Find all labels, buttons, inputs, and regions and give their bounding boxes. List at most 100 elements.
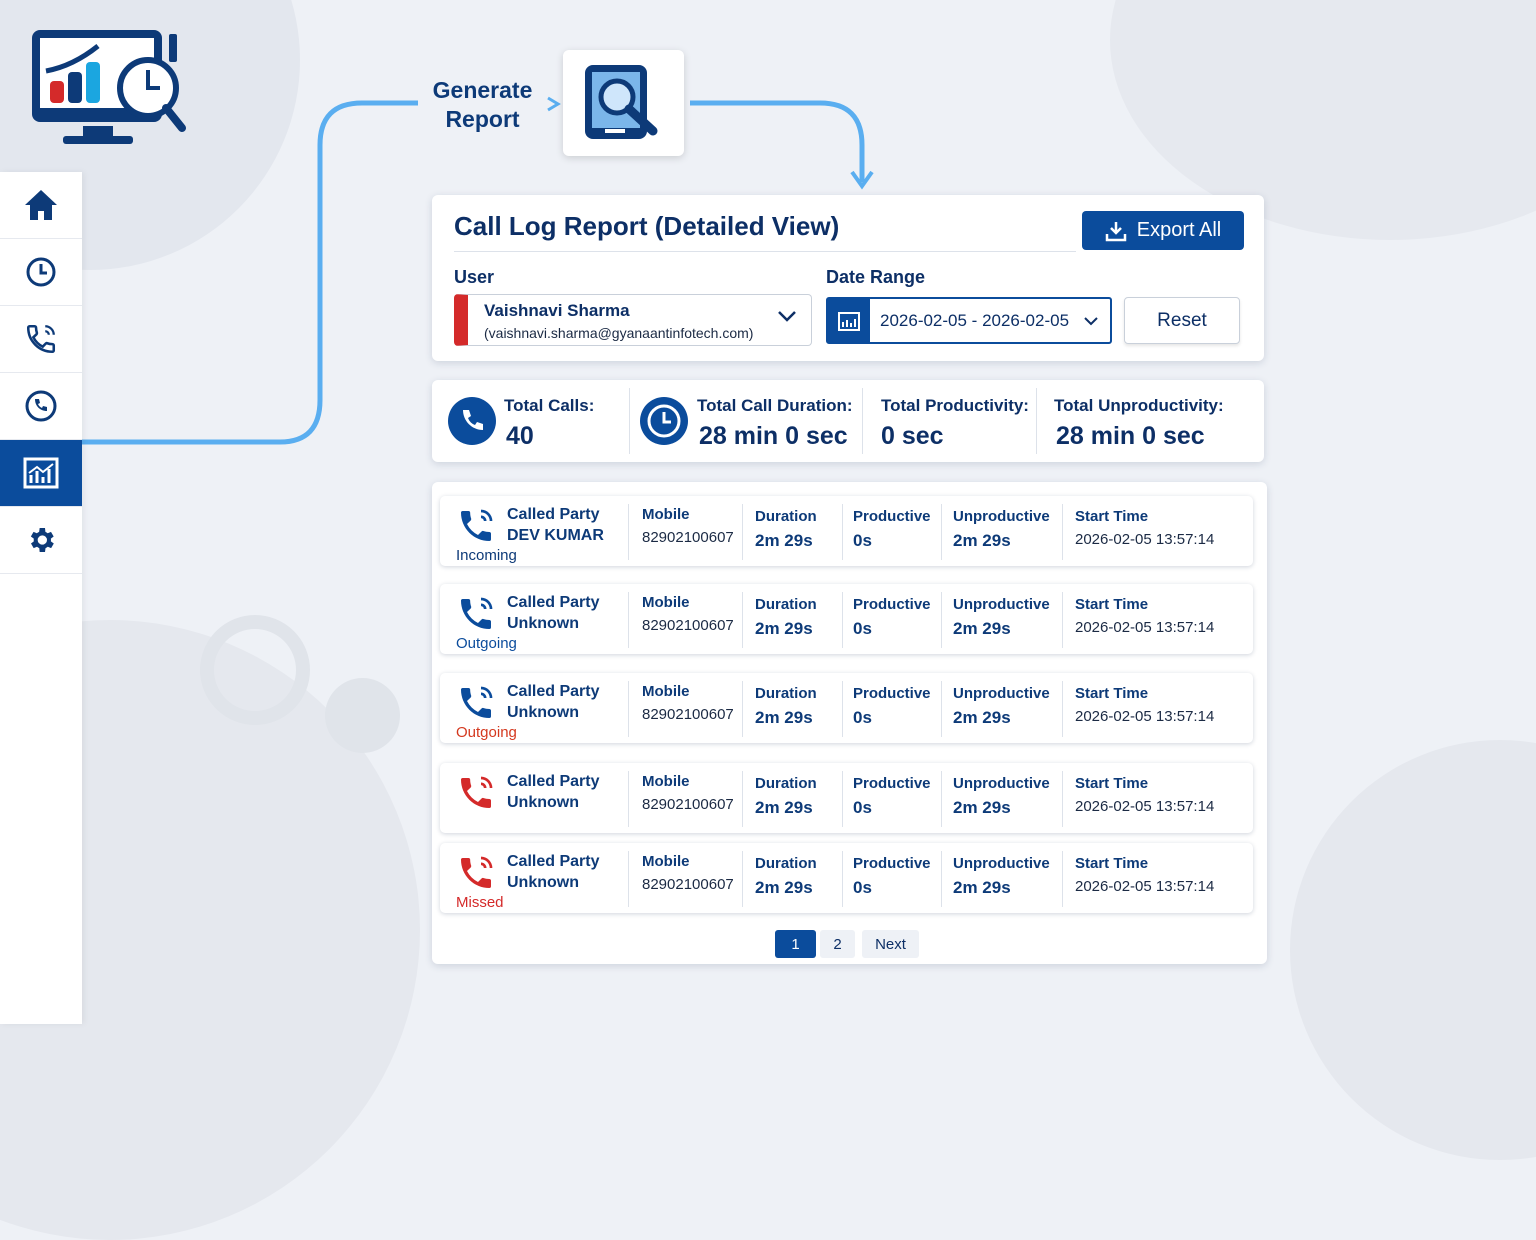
phone-call-icon xyxy=(461,597,493,629)
stats-card: Total Calls: 40 Total Call Duration: 28 mi… xyxy=(432,380,1264,462)
called-party-name: Unknown xyxy=(507,704,579,721)
call-type: Incoming xyxy=(456,547,517,564)
phone-call-icon xyxy=(461,686,493,718)
unproductive-label: Unproductive xyxy=(953,775,1050,792)
phone-icon xyxy=(448,397,496,445)
export-all-label: Export All xyxy=(1136,219,1222,241)
unproductive-label: Unproductive xyxy=(953,685,1050,702)
report-header-card: Call Log Report (Detailed View) Export A… xyxy=(432,195,1264,361)
duration-value: 2m 29s xyxy=(755,619,813,638)
sidebar-item-reports[interactable] xyxy=(0,440,82,507)
user-label: User xyxy=(454,267,495,287)
productive-value: 0s xyxy=(853,878,872,897)
called-party-name: Unknown xyxy=(507,794,579,811)
called-party-label: Called Party xyxy=(507,506,600,523)
reset-button[interactable]: Reset xyxy=(1124,297,1240,344)
sidebar-item-home[interactable] xyxy=(0,172,82,239)
mobile-value: 82902100607 xyxy=(642,617,734,634)
start-time-value: 2026-02-05 13:57:14 xyxy=(1075,798,1215,815)
duration-value: 2m 29s xyxy=(755,798,813,817)
gear-icon xyxy=(30,528,54,552)
call-type: Outgoing xyxy=(456,724,517,741)
duration-value: 2m 29s xyxy=(755,878,813,897)
user-select[interactable]: Vaishnavi Sharma (vaishnavi.sharma@gyana… xyxy=(454,294,812,346)
called-party-name: DEV KUMAR xyxy=(507,527,604,544)
unproductive-value: 2m 29s xyxy=(953,531,1011,550)
mobile-value: 82902100607 xyxy=(642,706,734,723)
productive-label: Productive xyxy=(853,596,931,613)
phone-call-icon xyxy=(461,856,493,888)
phone-call-icon xyxy=(461,776,493,808)
home-icon xyxy=(25,190,57,220)
mobile-label: Mobile xyxy=(642,773,690,790)
productive-value: 0s xyxy=(853,798,872,817)
called-party-name: Unknown xyxy=(507,615,579,632)
duration-label: Duration xyxy=(755,775,817,792)
date-range-label: Date Range xyxy=(826,267,926,287)
unproductive-value: 2m 29s xyxy=(953,619,1011,638)
date-range-value: 2026-02-05 - 2026-02-05 xyxy=(880,310,1070,330)
mobile-value: 82902100607 xyxy=(642,796,734,813)
chevron-down-icon xyxy=(778,311,796,322)
called-party-label: Called Party xyxy=(507,594,600,611)
calendar-chart-icon xyxy=(838,311,860,331)
productive-value: 0s xyxy=(853,619,872,638)
start-time-value: 2026-02-05 13:57:14 xyxy=(1075,531,1215,548)
start-time-label: Start Time xyxy=(1075,855,1149,872)
productive-label: Productive xyxy=(853,685,931,702)
productive-value: 0s xyxy=(853,531,872,550)
duration-label: Duration xyxy=(755,685,817,702)
sidebar-item-call-logs[interactable] xyxy=(0,306,82,373)
sidebar-item-history[interactable] xyxy=(0,239,82,306)
duration-value: 2m 29s xyxy=(755,708,813,727)
called-party-label: Called Party xyxy=(507,773,600,790)
generate-report-label: Generate Report xyxy=(432,77,533,132)
unproductive-label: Unproductive xyxy=(953,508,1050,525)
duration-label: Duration xyxy=(755,855,817,872)
history-clock-icon xyxy=(26,257,56,287)
mobile-label: Mobile xyxy=(642,853,690,870)
next-page-button[interactable]: Next xyxy=(862,930,919,958)
user-email: (vaishnavi.sharma@gyanaantinfotech.com) xyxy=(484,325,754,341)
unproductive-value: 2m 29s xyxy=(953,798,1011,817)
sidebar xyxy=(0,172,82,1024)
called-party-name: Unknown xyxy=(507,874,579,891)
report-chart-icon xyxy=(23,457,59,489)
duration-value: 2m 29s xyxy=(755,531,813,550)
page-2-button[interactable]: 2 xyxy=(820,930,855,958)
call-log-row[interactable]: Called Party Unknown Outgoing Mobile 82902… xyxy=(440,673,1253,743)
duration-label: Duration xyxy=(755,508,817,525)
call-type: Outgoing xyxy=(456,635,517,652)
start-time-value: 2026-02-05 13:57:14 xyxy=(1075,878,1215,895)
mobile-value: 82902100607 xyxy=(642,876,734,893)
user-name: Vaishnavi Sharma xyxy=(484,301,630,320)
start-time-value: 2026-02-05 13:57:14 xyxy=(1075,708,1215,725)
call-log-list: Called Party DEV KUMAR Incoming Mobile 829… xyxy=(432,482,1267,964)
call-log-row[interactable]: Called Party DEV KUMAR Incoming Mobile 829… xyxy=(440,496,1253,566)
call-type: Missed xyxy=(456,894,504,911)
app-logo xyxy=(32,30,186,144)
call-log-row[interactable]: Called Party Unknown Missed Mobile 8290210… xyxy=(440,843,1253,913)
duration-label: Duration xyxy=(755,596,817,613)
sidebar-item-settings[interactable] xyxy=(0,507,82,574)
call-log-row[interactable]: Called Party Unknown Outgoing Mobile 82902… xyxy=(440,584,1253,654)
mobile-label: Mobile xyxy=(642,594,690,611)
generate-report-button[interactable] xyxy=(563,50,684,156)
page-1-button[interactable]: 1 xyxy=(775,930,816,958)
productive-label: Productive xyxy=(853,855,931,872)
date-range-select[interactable]: 2026-02-05 - 2026-02-05 xyxy=(826,297,1112,344)
productive-label: Productive xyxy=(853,508,931,525)
clock-icon xyxy=(640,397,688,445)
productive-value: 0s xyxy=(853,708,872,727)
productive-label: Productive xyxy=(853,775,931,792)
search-report-icon xyxy=(584,65,657,139)
export-all-button[interactable]: Export All xyxy=(1082,211,1244,250)
sidebar-item-calls[interactable] xyxy=(0,373,82,440)
start-time-value: 2026-02-05 13:57:14 xyxy=(1075,619,1215,636)
unproductive-label: Unproductive xyxy=(953,596,1050,613)
call-log-row[interactable]: Called Party Unknown Mobile 82902100607 Du… xyxy=(440,763,1253,833)
start-time-label: Start Time xyxy=(1075,596,1149,613)
mobile-label: Mobile xyxy=(642,683,690,700)
unproductive-value: 2m 29s xyxy=(953,878,1011,897)
unproductive-label: Unproductive xyxy=(953,855,1050,872)
